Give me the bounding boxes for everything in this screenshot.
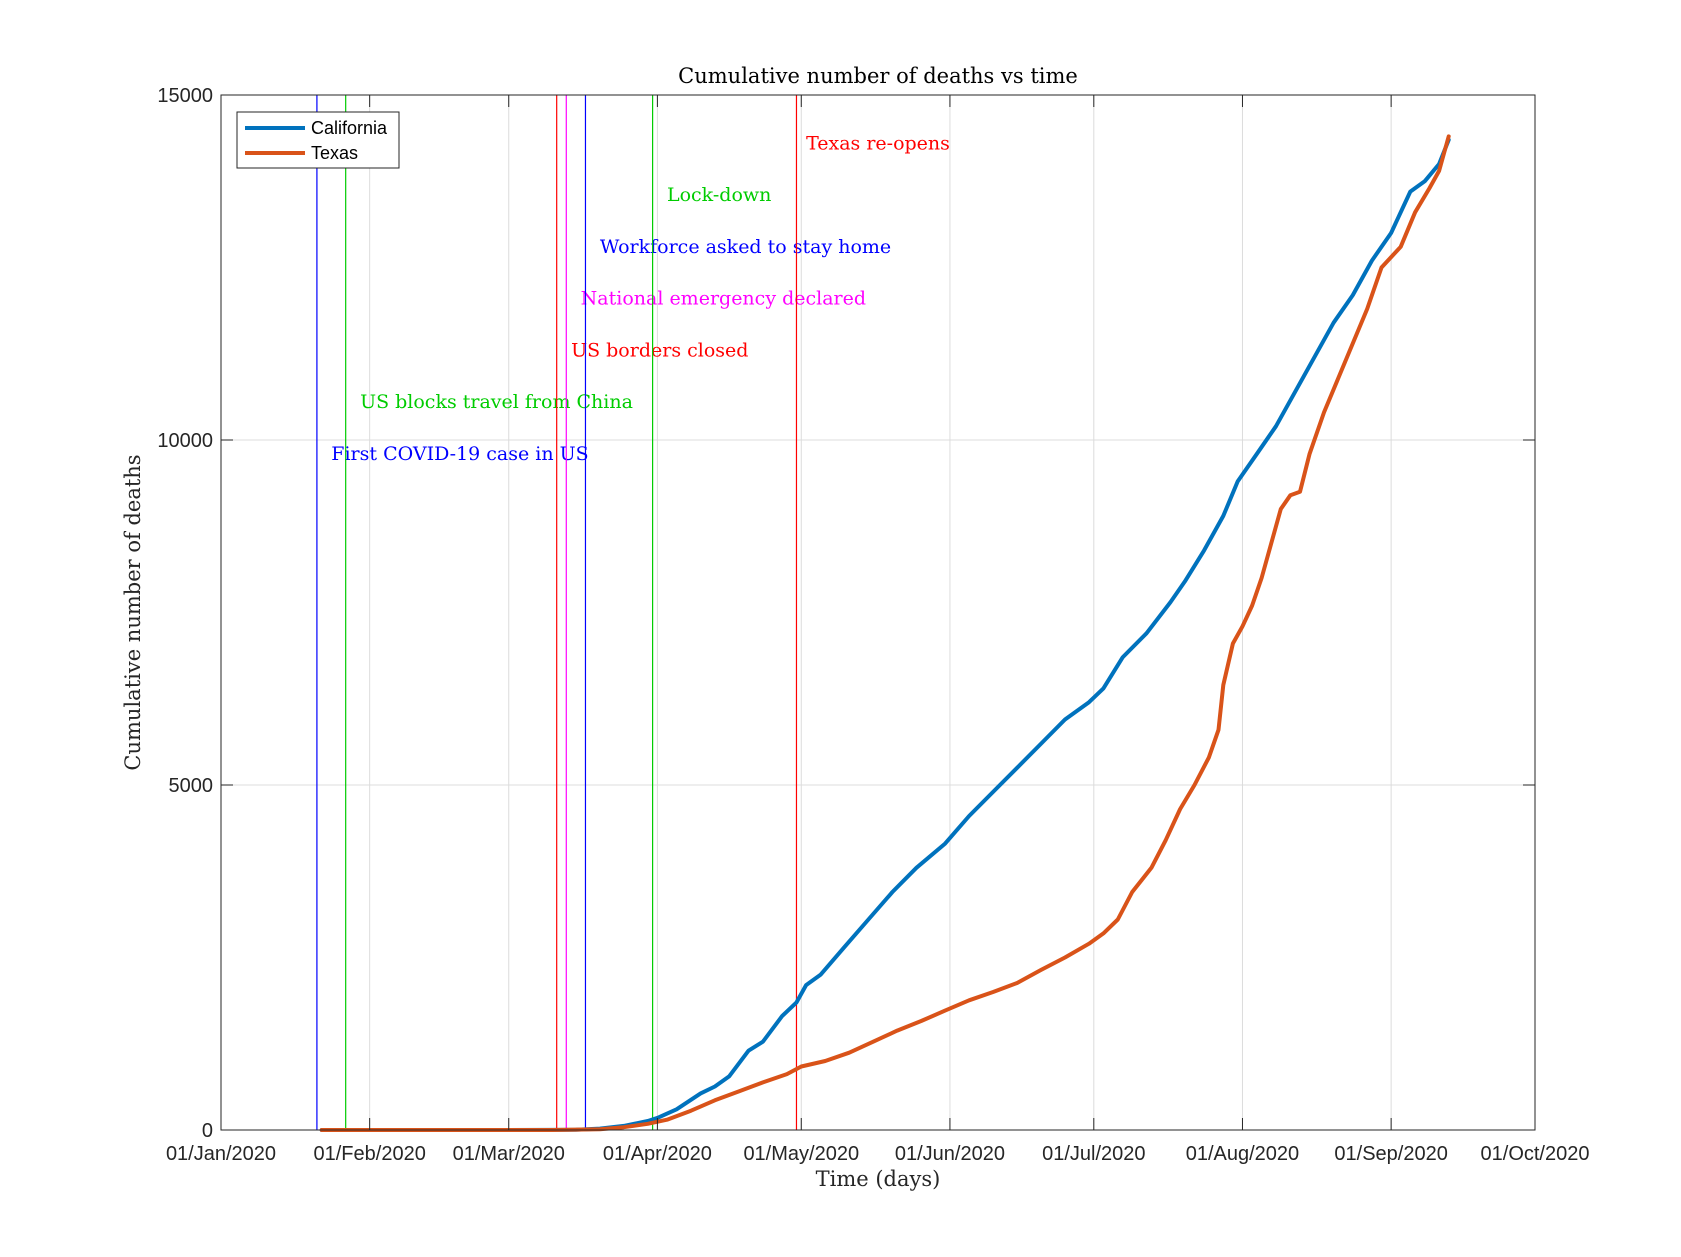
x-tick-label: 01/Jun/2020 (895, 1143, 1005, 1165)
x-tick-label: 01/Feb/2020 (314, 1143, 426, 1165)
x-axis-title: Time (days) (816, 1167, 941, 1191)
legend-box (236, 111, 400, 169)
x-tick-label: 01/Oct/2020 (1481, 1143, 1590, 1165)
axis-ticks: 01/Jan/2020 01/Feb/2020 01/Mar/2020 01/Apr/… (157, 85, 1589, 1165)
event-label: US blocks travel from China (360, 391, 633, 413)
series-lines (319, 134, 1451, 1132)
chart-title: Cumulative number of deaths vs time (678, 64, 1078, 88)
x-tick-label: 01/Mar/2020 (453, 1143, 565, 1165)
plot-frame (220, 94, 1536, 1131)
event-label: Texas re-opens (806, 132, 950, 154)
legend-label: California (311, 118, 388, 138)
event-lines: First COVID-19 case in US US blocks trave… (316, 95, 950, 1130)
y-axis-title: Cumulative number of deaths (121, 454, 145, 770)
event-label: Lock-down (667, 184, 771, 206)
x-tick-label: 01/Jul/2020 (1042, 1143, 1145, 1165)
y-tick-label: 0 (202, 1120, 213, 1142)
series-line-california (319, 137, 1451, 1132)
x-tick-label: 01/May/2020 (743, 1143, 859, 1165)
event-label: First COVID-19 case in US (331, 443, 588, 465)
y-tick-label: 10000 (157, 430, 213, 452)
event-label: Workforce asked to stay home (600, 236, 891, 258)
legend: California Texas (236, 111, 400, 169)
y-tick-label: 5000 (169, 775, 214, 797)
event-label: US borders closed (571, 339, 748, 361)
legend-label: Texas (311, 143, 358, 163)
x-tick-label: 01/Jan/2020 (166, 1143, 276, 1165)
event-label: National emergency declared (581, 288, 866, 310)
x-tick-label: 01/Aug/2020 (1186, 1143, 1299, 1165)
series-line-texas (319, 134, 1451, 1132)
x-tick-label: 01/Sep/2020 (1334, 1143, 1447, 1165)
x-tick-label: 01/Apr/2020 (603, 1143, 712, 1165)
y-tick-label: 15000 (157, 85, 213, 107)
